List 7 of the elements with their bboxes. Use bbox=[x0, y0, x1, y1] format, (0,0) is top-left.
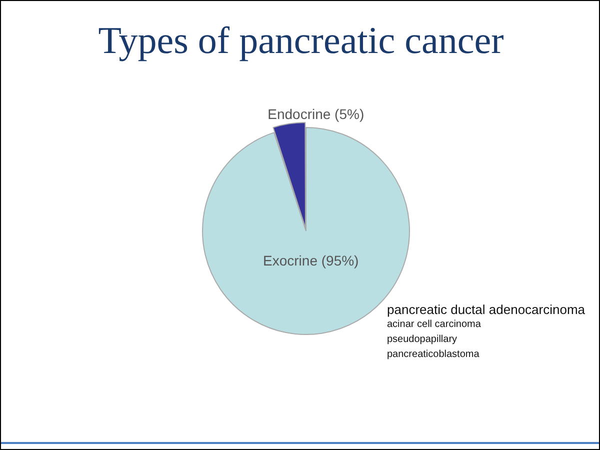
text: pancreatic ductal adenocarcinoma bbox=[387, 302, 586, 317]
slice-label: Endocrine (5%) bbox=[268, 106, 364, 122]
chart-title: Types of pancreatic cancer bbox=[97, 19, 505, 63]
text: pseudopapillary bbox=[387, 333, 458, 347]
slice-label: Exocrine (95%) bbox=[263, 252, 359, 269]
text: acinar cell carcinoma bbox=[387, 318, 482, 332]
text: pancreaticoblastoma bbox=[387, 348, 480, 362]
